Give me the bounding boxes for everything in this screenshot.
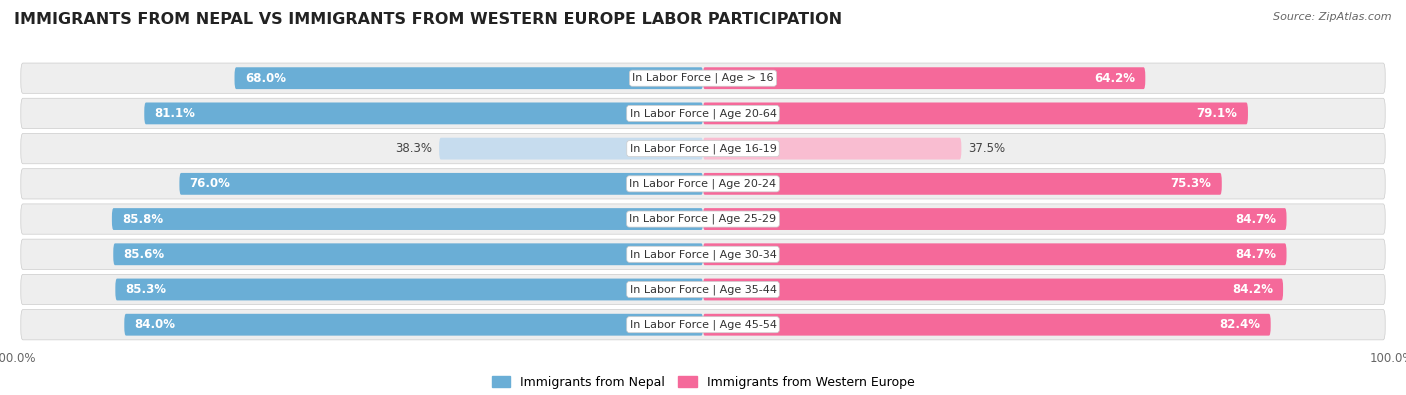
Text: In Labor Force | Age 20-64: In Labor Force | Age 20-64 (630, 108, 776, 118)
FancyBboxPatch shape (21, 275, 1385, 305)
FancyBboxPatch shape (124, 314, 703, 336)
Text: In Labor Force | Age > 16: In Labor Force | Age > 16 (633, 73, 773, 83)
Text: 85.6%: 85.6% (124, 248, 165, 261)
FancyBboxPatch shape (112, 208, 703, 230)
FancyBboxPatch shape (21, 239, 1385, 269)
Text: 84.7%: 84.7% (1236, 248, 1277, 261)
Text: 85.8%: 85.8% (122, 213, 163, 226)
FancyBboxPatch shape (703, 208, 1286, 230)
FancyBboxPatch shape (235, 67, 703, 89)
FancyBboxPatch shape (21, 310, 1385, 340)
FancyBboxPatch shape (703, 138, 962, 160)
FancyBboxPatch shape (21, 63, 1385, 93)
Text: 79.1%: 79.1% (1197, 107, 1237, 120)
FancyBboxPatch shape (21, 204, 1385, 234)
FancyBboxPatch shape (21, 134, 1385, 164)
Text: IMMIGRANTS FROM NEPAL VS IMMIGRANTS FROM WESTERN EUROPE LABOR PARTICIPATION: IMMIGRANTS FROM NEPAL VS IMMIGRANTS FROM… (14, 12, 842, 27)
Text: In Labor Force | Age 30-34: In Labor Force | Age 30-34 (630, 249, 776, 260)
Text: 85.3%: 85.3% (125, 283, 167, 296)
FancyBboxPatch shape (703, 102, 1249, 124)
Text: 76.0%: 76.0% (190, 177, 231, 190)
Text: 81.1%: 81.1% (155, 107, 195, 120)
Text: 38.3%: 38.3% (395, 142, 432, 155)
Text: Source: ZipAtlas.com: Source: ZipAtlas.com (1274, 12, 1392, 22)
Text: 84.0%: 84.0% (135, 318, 176, 331)
FancyBboxPatch shape (115, 278, 703, 301)
Legend: Immigrants from Nepal, Immigrants from Western Europe: Immigrants from Nepal, Immigrants from W… (486, 371, 920, 394)
Text: 37.5%: 37.5% (969, 142, 1005, 155)
Text: In Labor Force | Age 35-44: In Labor Force | Age 35-44 (630, 284, 776, 295)
FancyBboxPatch shape (114, 243, 703, 265)
Text: 68.0%: 68.0% (245, 71, 285, 85)
FancyBboxPatch shape (703, 67, 1146, 89)
FancyBboxPatch shape (21, 98, 1385, 128)
FancyBboxPatch shape (703, 243, 1286, 265)
Text: 82.4%: 82.4% (1219, 318, 1260, 331)
FancyBboxPatch shape (703, 278, 1284, 301)
Text: 75.3%: 75.3% (1171, 177, 1212, 190)
FancyBboxPatch shape (703, 173, 1222, 195)
Text: In Labor Force | Age 16-19: In Labor Force | Age 16-19 (630, 143, 776, 154)
Text: In Labor Force | Age 25-29: In Labor Force | Age 25-29 (630, 214, 776, 224)
FancyBboxPatch shape (21, 169, 1385, 199)
Text: In Labor Force | Age 20-24: In Labor Force | Age 20-24 (630, 179, 776, 189)
Text: 64.2%: 64.2% (1094, 71, 1135, 85)
FancyBboxPatch shape (145, 102, 703, 124)
Text: 84.7%: 84.7% (1236, 213, 1277, 226)
FancyBboxPatch shape (439, 138, 703, 160)
FancyBboxPatch shape (180, 173, 703, 195)
Text: In Labor Force | Age 45-54: In Labor Force | Age 45-54 (630, 320, 776, 330)
FancyBboxPatch shape (703, 314, 1271, 336)
Text: 84.2%: 84.2% (1232, 283, 1272, 296)
